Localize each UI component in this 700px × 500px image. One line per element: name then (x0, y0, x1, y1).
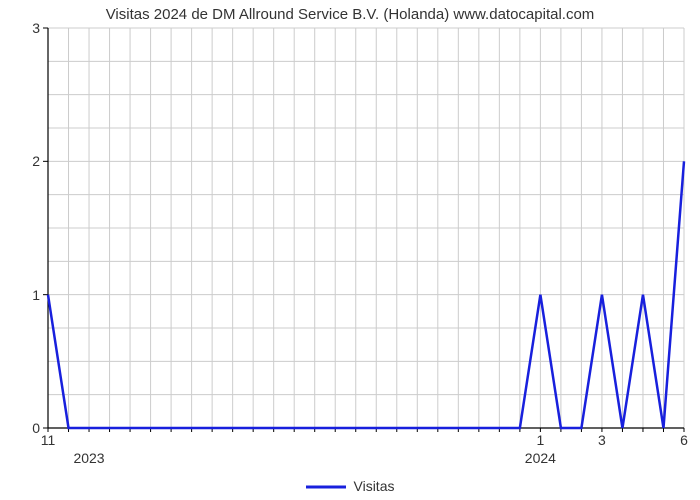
legend-label: Visitas (354, 478, 395, 494)
chart-title: Visitas 2024 de DM Allround Service B.V.… (0, 6, 700, 23)
x-tick-label: 1 (536, 432, 544, 448)
plot-svg (48, 28, 684, 428)
y-tick-label: 1 (10, 287, 40, 303)
legend-swatch (306, 482, 346, 492)
y-tick-label: 0 (10, 420, 40, 436)
legend: Visitas (0, 478, 700, 494)
chart-container: Visitas 2024 de DM Allround Service B.V.… (0, 0, 700, 500)
x-group-label: 2023 (73, 450, 104, 466)
y-tick-label: 3 (10, 20, 40, 36)
x-tick-label: 3 (598, 432, 606, 448)
plot-area (48, 28, 684, 428)
x-group-label: 2024 (525, 450, 556, 466)
x-tick-label: 6 (680, 432, 688, 448)
y-tick-label: 2 (10, 153, 40, 169)
x-tick-label: 11 (41, 432, 56, 448)
